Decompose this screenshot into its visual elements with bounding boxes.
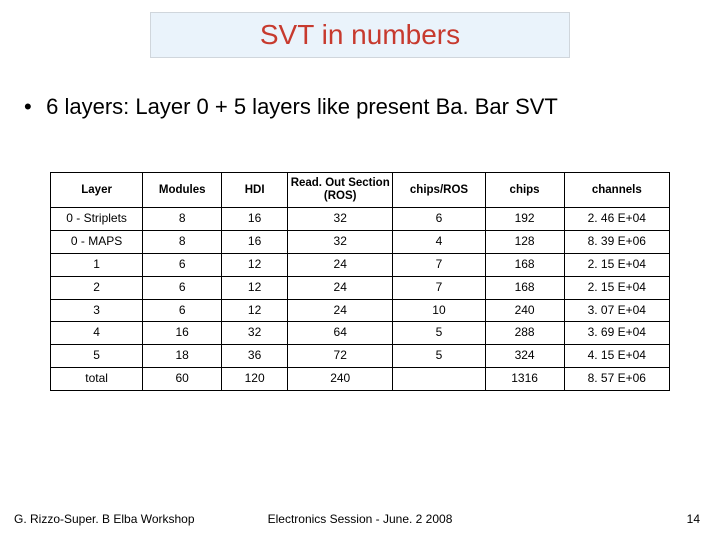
cell: 1316	[485, 368, 564, 391]
cell: 24	[288, 276, 393, 299]
cell	[393, 368, 485, 391]
cell: 18	[143, 345, 222, 368]
table-row: 0 - Striplets 8 16 32 6 192 2. 46 E+04	[51, 208, 670, 231]
footer-center: Electronics Session - June. 2 2008	[0, 512, 720, 526]
cell: 12	[222, 299, 288, 322]
cell: 10	[393, 299, 485, 322]
table-row: 1 6 12 24 7 168 2. 15 E+04	[51, 254, 670, 277]
cell: 4. 15 E+04	[564, 345, 669, 368]
cell: 16	[222, 231, 288, 254]
cell: 1	[51, 254, 143, 277]
cell: 2. 46 E+04	[564, 208, 669, 231]
cell: 192	[485, 208, 564, 231]
th-hdi: HDI	[222, 173, 288, 208]
table-row: 0 - MAPS 8 16 32 4 128 8. 39 E+06	[51, 231, 670, 254]
cell: 168	[485, 254, 564, 277]
cell: 288	[485, 322, 564, 345]
cell: 8	[143, 208, 222, 231]
cell: 32	[222, 322, 288, 345]
cell: 240	[288, 368, 393, 391]
cell: 2. 15 E+04	[564, 276, 669, 299]
cell: 0 - MAPS	[51, 231, 143, 254]
cell: 16	[143, 322, 222, 345]
cell: 24	[288, 254, 393, 277]
table-row: 5 18 36 72 5 324 4. 15 E+04	[51, 345, 670, 368]
table-row: 2 6 12 24 7 168 2. 15 E+04	[51, 276, 670, 299]
cell: 72	[288, 345, 393, 368]
th-channels: channels	[564, 173, 669, 208]
cell: 240	[485, 299, 564, 322]
cell: 3	[51, 299, 143, 322]
table-row: total 60 120 240 1316 8. 57 E+06	[51, 368, 670, 391]
table-row: 4 16 32 64 5 288 3. 69 E+04	[51, 322, 670, 345]
cell: total	[51, 368, 143, 391]
footer-page: 14	[687, 512, 700, 526]
cell: 16	[222, 208, 288, 231]
cell: 12	[222, 276, 288, 299]
bullet-line: • 6 layers: Layer 0 + 5 layers like pres…	[24, 94, 558, 120]
cell: 128	[485, 231, 564, 254]
table-row: 3 6 12 24 10 240 3. 07 E+04	[51, 299, 670, 322]
data-table: Layer Modules HDI Read. Out Section (ROS…	[50, 172, 670, 391]
bullet-dot: •	[24, 94, 40, 120]
cell: 6	[143, 299, 222, 322]
cell: 8. 39 E+06	[564, 231, 669, 254]
cell: 5	[51, 345, 143, 368]
th-chips: chips	[485, 173, 564, 208]
cell: 6	[393, 208, 485, 231]
cell: 6	[143, 254, 222, 277]
slide: SVT in numbers • 6 layers: Layer 0 + 5 l…	[0, 0, 720, 540]
cell: 4	[393, 231, 485, 254]
cell: 8	[143, 231, 222, 254]
cell: 7	[393, 276, 485, 299]
th-layer: Layer	[51, 173, 143, 208]
cell: 3. 07 E+04	[564, 299, 669, 322]
table-wrap: Layer Modules HDI Read. Out Section (ROS…	[50, 172, 670, 391]
th-chipsros: chips/ROS	[393, 173, 485, 208]
cell: 168	[485, 276, 564, 299]
cell: 120	[222, 368, 288, 391]
cell: 5	[393, 345, 485, 368]
table-body: 0 - Striplets 8 16 32 6 192 2. 46 E+04 0…	[51, 208, 670, 390]
slide-title: SVT in numbers	[260, 19, 460, 51]
table-header-row: Layer Modules HDI Read. Out Section (ROS…	[51, 173, 670, 208]
cell: 60	[143, 368, 222, 391]
cell: 0 - Striplets	[51, 208, 143, 231]
cell: 2	[51, 276, 143, 299]
cell: 32	[288, 208, 393, 231]
cell: 5	[393, 322, 485, 345]
th-modules: Modules	[143, 173, 222, 208]
title-box: SVT in numbers	[150, 12, 570, 58]
cell: 324	[485, 345, 564, 368]
cell: 8. 57 E+06	[564, 368, 669, 391]
cell: 7	[393, 254, 485, 277]
cell: 2. 15 E+04	[564, 254, 669, 277]
cell: 24	[288, 299, 393, 322]
th-ros: Read. Out Section (ROS)	[288, 173, 393, 208]
cell: 3. 69 E+04	[564, 322, 669, 345]
bullet-text: 6 layers: Layer 0 + 5 layers like presen…	[46, 94, 558, 119]
cell: 6	[143, 276, 222, 299]
cell: 32	[288, 231, 393, 254]
cell: 36	[222, 345, 288, 368]
cell: 12	[222, 254, 288, 277]
cell: 4	[51, 322, 143, 345]
table-head: Layer Modules HDI Read. Out Section (ROS…	[51, 173, 670, 208]
cell: 64	[288, 322, 393, 345]
